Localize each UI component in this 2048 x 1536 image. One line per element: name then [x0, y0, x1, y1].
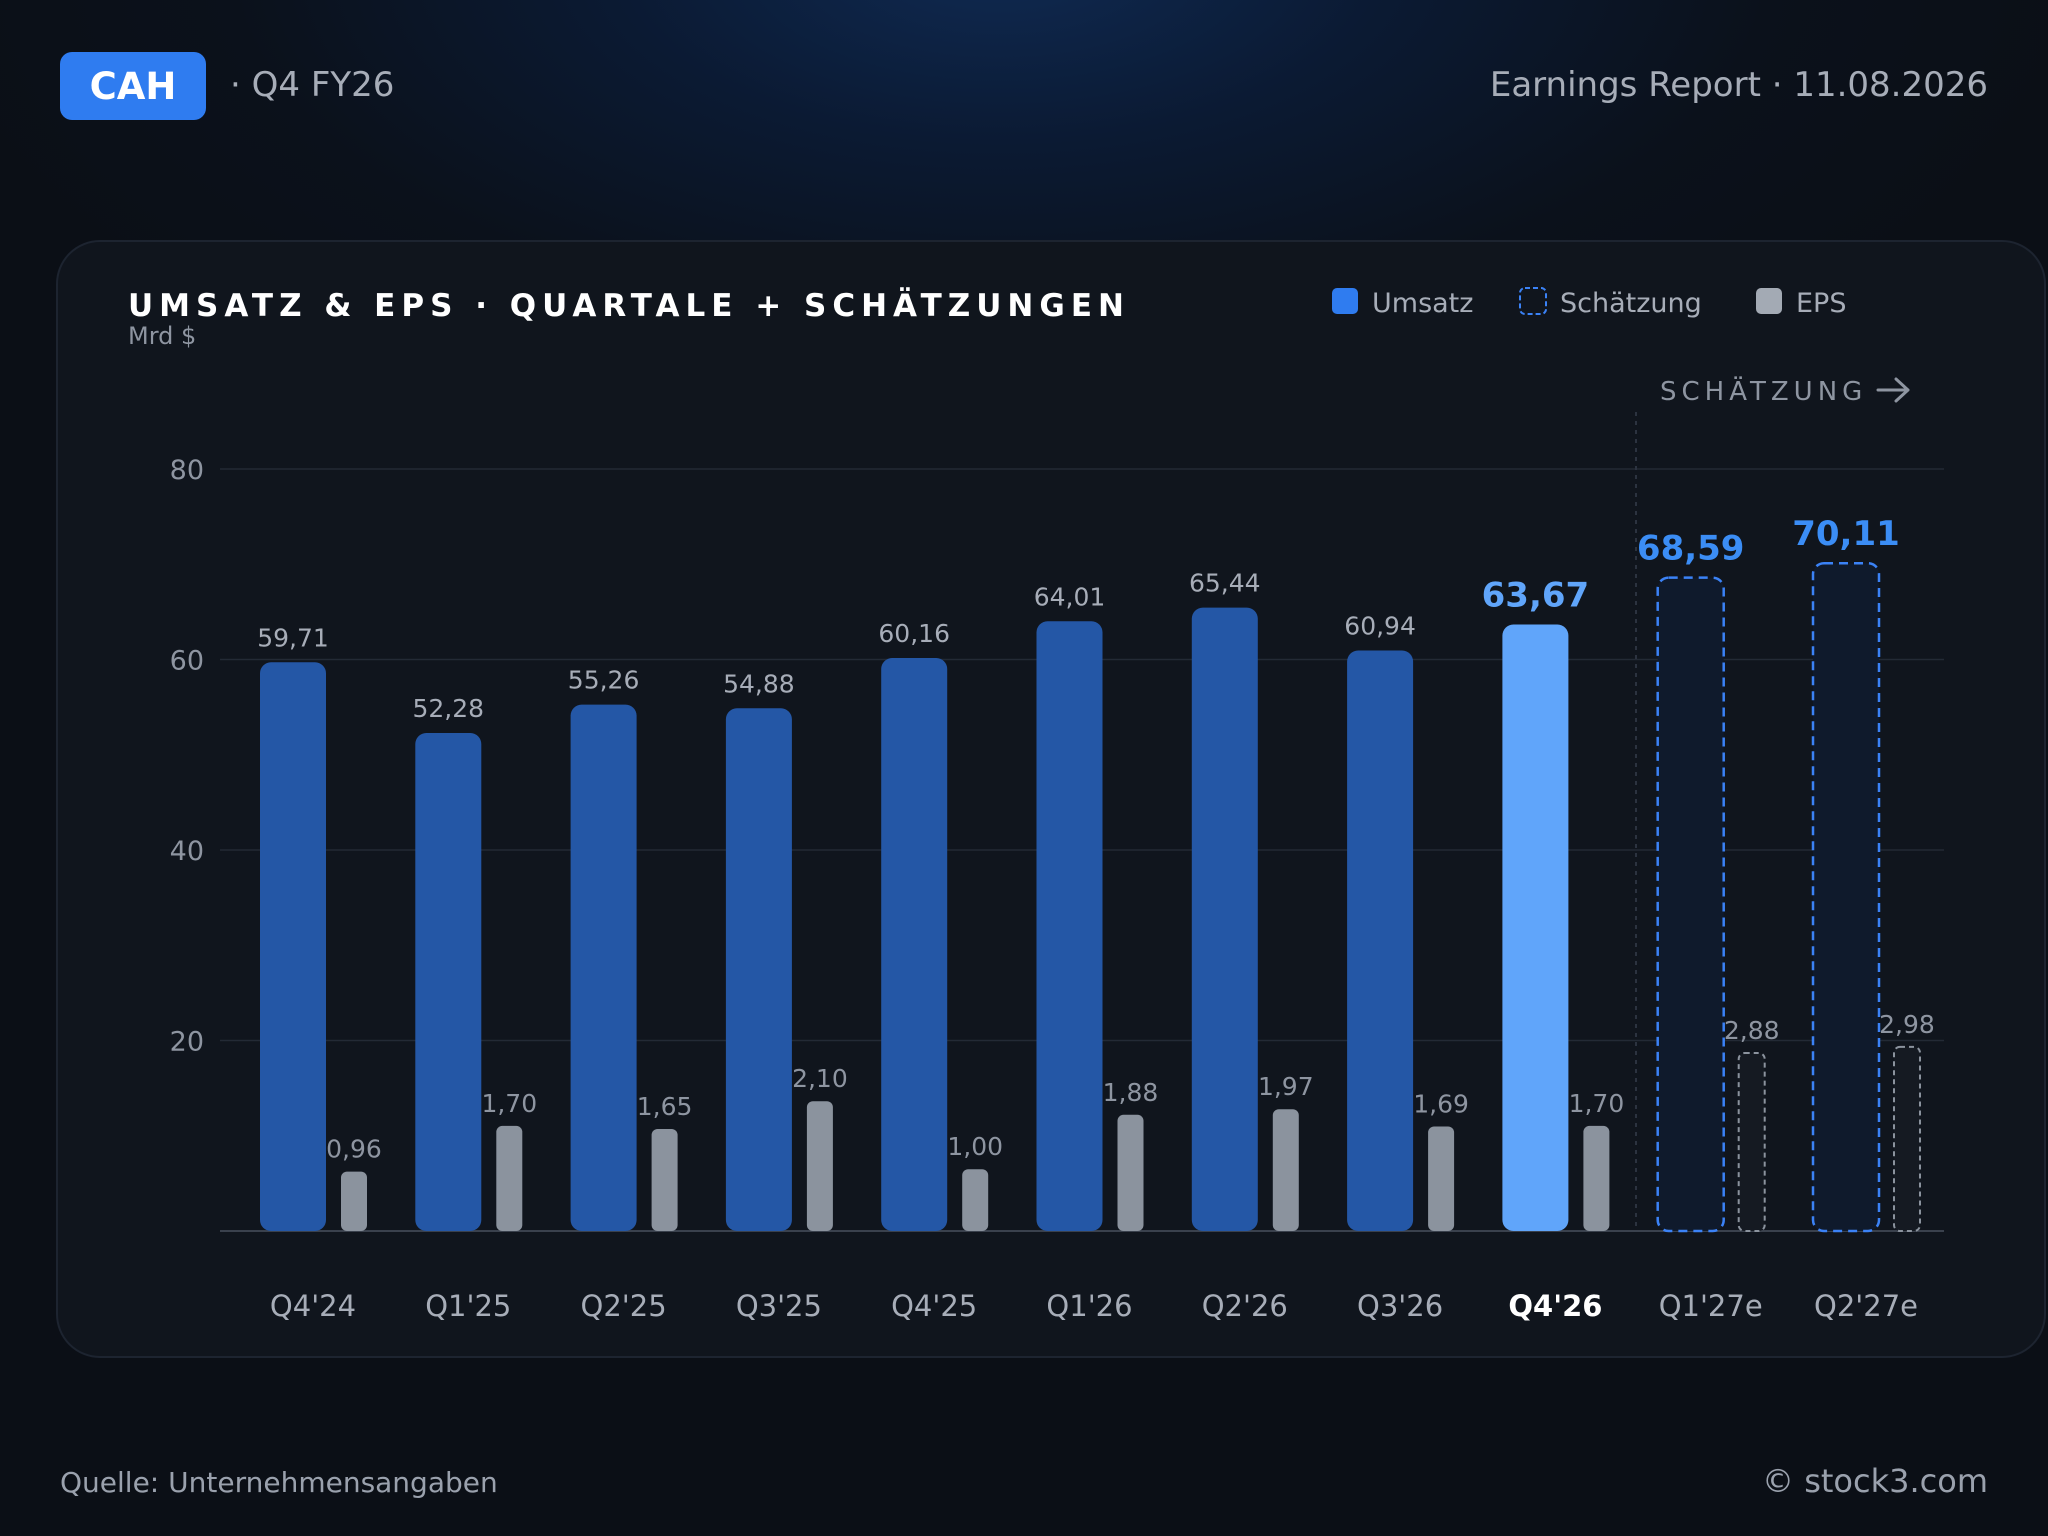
revenue-value-label: 64,01 — [1034, 582, 1106, 611]
eps-bar — [1428, 1126, 1455, 1231]
legend-label-schaetzung: Schätzung — [1560, 288, 1702, 319]
report-period: · Q4 FY26 — [230, 65, 395, 105]
estimate-marker-label: SCHÄTZUNG — [1660, 375, 1867, 407]
legend-label-eps: EPS — [1796, 288, 1846, 319]
revenue-value-label: 52,28 — [413, 694, 485, 723]
eps-bar — [1583, 1125, 1610, 1231]
revenue-value-label: 68,59 — [1637, 529, 1745, 569]
y-tick-label: 60 — [170, 646, 204, 677]
x-tick-label: Q3'26 — [1357, 1289, 1443, 1323]
chart-title: UMSATZ & EPS · QUARTALE + SCHÄTZUNGEN — [128, 288, 1130, 324]
x-tick-label: Q2'25 — [581, 1289, 667, 1323]
header: CAH · Q4 FY26 Earnings Report · 11.08.20… — [60, 52, 1988, 122]
eps-value-label: 2,98 — [1879, 1010, 1935, 1039]
eps-value-label: 1,88 — [1103, 1078, 1159, 1107]
x-tick-label: Q4'26 — [1508, 1289, 1602, 1323]
eps-value-label: 2,88 — [1724, 1016, 1780, 1045]
legend-swatch-umsatz — [1332, 288, 1358, 314]
revenue-value-label: 60,94 — [1344, 612, 1416, 641]
revenue-bar — [881, 657, 948, 1231]
eps-value-label: 1,00 — [947, 1132, 1003, 1161]
eps-estimate-bar — [1893, 1045, 1921, 1233]
brand-credit: © stock3.com — [1762, 1462, 1988, 1500]
eps-bar — [496, 1125, 523, 1231]
eps-value-label: 1,70 — [1569, 1089, 1625, 1118]
x-tick-label: Q1'26 — [1046, 1289, 1132, 1323]
eps-value-label: 1,70 — [481, 1089, 537, 1118]
revenue-bar — [1036, 621, 1103, 1231]
eps-value-label: 0,96 — [326, 1135, 382, 1164]
y-axis-unit: Mrd $ — [128, 322, 196, 350]
y-tick-label: 40 — [170, 836, 204, 867]
eps-bar — [1117, 1114, 1144, 1231]
eps-value-label: 2,10 — [792, 1064, 848, 1093]
revenue-bar — [1347, 650, 1414, 1231]
report-date: Earnings Report · 11.08.2026 — [1489, 65, 1988, 105]
y-tick-label: 80 — [170, 455, 204, 486]
revenue-bar — [725, 708, 792, 1231]
eps-value-label: 1,97 — [1258, 1072, 1314, 1101]
legend-swatch-eps — [1756, 288, 1782, 314]
eps-bar — [1272, 1109, 1299, 1231]
eps-value-label: 1,65 — [637, 1092, 693, 1121]
x-tick-label: Q2'27e — [1814, 1289, 1918, 1323]
x-tick-label: Q1'25 — [425, 1289, 511, 1323]
eps-estimate-bar — [1737, 1052, 1766, 1232]
x-tick-label: Q4'24 — [270, 1289, 356, 1323]
x-tick-label: Q3'25 — [736, 1289, 822, 1323]
revenue-estimate-bar — [1656, 576, 1725, 1233]
legend-swatch-schaetzung — [1519, 287, 1547, 315]
revenue-bar — [260, 662, 326, 1231]
eps-bar — [341, 1171, 367, 1231]
revenue-value-label: 63,67 — [1482, 576, 1590, 616]
y-tick-label: 20 — [170, 1027, 204, 1058]
revenue-value-label: 65,44 — [1189, 569, 1261, 598]
revenue-bar — [415, 733, 482, 1231]
eps-bar — [806, 1101, 833, 1231]
revenue-estimate-bar — [1811, 561, 1881, 1233]
revenue-bar — [1191, 607, 1258, 1231]
ticker-badge: CAH — [60, 52, 206, 120]
eps-bar — [651, 1129, 678, 1231]
x-tick-label: Q1'27e — [1659, 1289, 1763, 1323]
revenue-value-label: 60,16 — [878, 619, 950, 648]
eps-bar — [962, 1169, 989, 1231]
revenue-value-label: 70,11 — [1792, 514, 1900, 554]
legend-label-umsatz: Umsatz — [1372, 288, 1473, 319]
revenue-value-label: 59,71 — [257, 623, 329, 652]
revenue-value-label: 55,26 — [568, 666, 640, 695]
source-note: Quelle: Unternehmensangaben — [60, 1466, 498, 1499]
arrow-right-icon — [1876, 377, 1910, 403]
revenue-bar — [570, 704, 637, 1231]
x-tick-label: Q4'25 — [891, 1289, 977, 1323]
revenue-value-label: 54,88 — [723, 669, 795, 698]
eps-value-label: 1,69 — [1413, 1090, 1469, 1119]
revenue-bar — [1502, 624, 1569, 1231]
x-tick-label: Q2'26 — [1202, 1289, 1288, 1323]
